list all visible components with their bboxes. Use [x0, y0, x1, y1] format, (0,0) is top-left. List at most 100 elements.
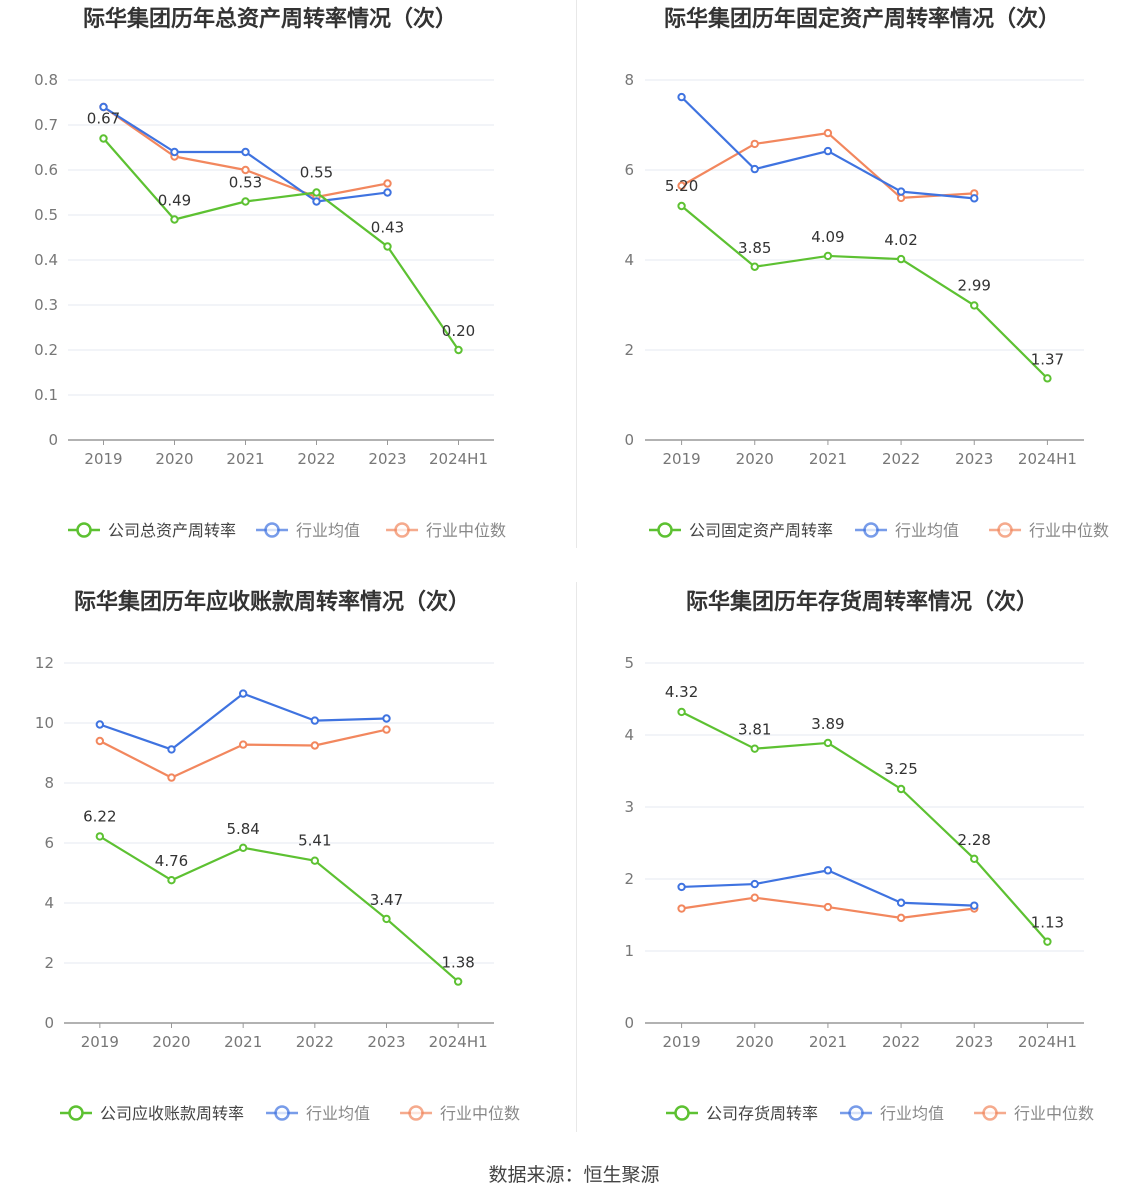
legend-label-company: 公司总资产周转率 — [108, 521, 236, 540]
x-tick-label: 2019 — [81, 1033, 119, 1051]
legend-marker-company — [657, 522, 673, 538]
data-point-median — [750, 893, 759, 902]
x-tick-label: 2020 — [155, 450, 193, 468]
data-label: 4.76 — [155, 852, 188, 870]
y-tick-label: 0.8 — [34, 71, 58, 89]
legend-marker-avg — [274, 1105, 290, 1121]
data-label: 0.43 — [371, 219, 404, 237]
data-label: 2.99 — [958, 276, 991, 294]
legend-item-median: 行业中位数 — [989, 521, 1109, 540]
x-tick-label: 2024H1 — [429, 450, 488, 468]
data-point-company — [677, 707, 686, 717]
data-point-company — [241, 197, 250, 206]
series-line-median — [681, 132, 975, 199]
data-point-company — [750, 262, 759, 271]
chart-svg-receivables-turnover: 际华集团历年应收账款周转率情况（次） 0 2 4 6 8 10 12 2019 2020 2021 2… — [35, 589, 520, 1123]
chart-title: 际华集团历年总资产周转率情况（次） — [83, 6, 457, 32]
data-point-company — [823, 251, 833, 261]
legend-item-avg: 行业均值 — [840, 1104, 944, 1123]
data-point-avg — [382, 714, 391, 723]
x-tick-label: 2021 — [809, 1033, 847, 1051]
legend-item-company: 公司总资产周转率 — [68, 521, 236, 540]
legend-item-avg: 行业均值 — [256, 521, 360, 540]
data-point-median — [167, 773, 176, 782]
legend-marker-company — [68, 1105, 84, 1121]
data-point-company — [95, 832, 105, 841]
data-point-company — [453, 977, 463, 986]
data-point-avg — [896, 898, 906, 907]
y-tick-label: 0 — [44, 1014, 54, 1032]
legend-marker-avg — [863, 522, 879, 538]
y-tick-label: 0.1 — [34, 386, 58, 404]
data-label: 1.38 — [441, 954, 474, 972]
legend-label-median: 行业中位数 — [1014, 1104, 1094, 1123]
x-tick-label: 2022 — [882, 1033, 920, 1051]
data-point-avg — [896, 187, 906, 196]
x-tick-label: 2024H1 — [429, 1033, 488, 1051]
legend-label-avg: 行业均值 — [296, 521, 360, 540]
y-tick-label: 2 — [44, 954, 54, 972]
series-line-company — [681, 710, 1049, 943]
x-tick-label: 2021 — [809, 450, 847, 468]
series-line-company — [680, 205, 1049, 380]
legend-item-company: 公司固定资产周转率 — [649, 521, 833, 540]
chart-title: 际华集团历年存货周转率情况（次） — [686, 589, 1038, 615]
data-point-company — [750, 744, 759, 753]
y-tick-label: 8 — [624, 71, 634, 89]
data-point-avg — [677, 92, 686, 102]
legend-marker-median — [408, 1105, 424, 1121]
data-point-avg — [241, 147, 250, 157]
data-point-company — [238, 843, 248, 852]
data-point-avg — [167, 745, 176, 754]
data-label: 1.13 — [1031, 914, 1064, 932]
legend-item-avg: 行业均值 — [855, 521, 959, 540]
legend-label-median: 行业中位数 — [426, 521, 506, 540]
data-point-avg — [677, 882, 686, 892]
data-label: 0.20 — [442, 322, 475, 340]
data-point-avg — [823, 146, 833, 156]
x-tick-label: 2022 — [297, 450, 335, 468]
x-tick-label: 2023 — [955, 1033, 993, 1051]
data-label: 4.09 — [811, 228, 844, 246]
y-tick-label: 4 — [624, 726, 634, 744]
data-point-company — [310, 856, 320, 865]
data-label: 4.02 — [884, 231, 917, 249]
data-point-avg — [750, 879, 759, 889]
x-tick-label: 2023 — [955, 450, 993, 468]
y-tick-label: 4 — [624, 251, 634, 269]
legend-label-median: 行业中位数 — [1029, 521, 1109, 540]
y-tick-label: 2 — [624, 341, 634, 359]
chart-svg-inventory-turnover: 际华集团历年存货周转率情况（次） 0 1 2 3 4 5 2019 2020 2021 2022 20… — [624, 589, 1094, 1123]
data-point-median — [677, 181, 686, 190]
y-tick-label: 8 — [44, 774, 54, 792]
data-point-company — [454, 345, 463, 355]
legend-marker-avg — [264, 522, 280, 538]
data-point-company — [382, 914, 391, 924]
y-tick-label: 6 — [624, 161, 634, 179]
data-point-median — [310, 741, 320, 750]
data-point-avg — [170, 147, 179, 157]
chart-title: 际华集团历年固定资产周转率情况（次） — [664, 6, 1060, 32]
y-tick-label: 0.7 — [34, 116, 58, 134]
chart-svg-fixed-asset-turnover: 际华集团历年固定资产周转率情况（次） 0 2 4 6 8 2019 2020 2021 2022 2… — [624, 6, 1109, 540]
data-point-company — [170, 215, 179, 224]
legend-label-avg: 行业均值 — [880, 1104, 944, 1123]
data-label: 0.67 — [87, 110, 120, 128]
chart-panel-fixed-asset-turnover: 际华集团历年固定资产周转率情况（次） 0 2 4 6 8 2019 2020 2021 2022 2… — [574, 0, 1148, 582]
data-point-company — [167, 876, 176, 885]
data-point-company — [896, 784, 906, 794]
data-point-median — [750, 139, 759, 149]
data-label: 3.81 — [738, 721, 771, 739]
y-tick-label: 0.4 — [34, 251, 58, 269]
data-point-company — [970, 854, 979, 864]
legend-item-median: 行业中位数 — [974, 1104, 1094, 1123]
chart-panel-receivables-turnover: 际华集团历年应收账款周转率情况（次） 0 2 4 6 8 10 12 2019 2020 2021 2… — [0, 582, 574, 1164]
x-tick-label: 2019 — [662, 1033, 700, 1051]
data-point-median — [823, 128, 833, 138]
legend-item-median: 行业中位数 — [386, 521, 506, 540]
x-tick-label: 2019 — [84, 450, 122, 468]
x-tick-label: 2024H1 — [1018, 1033, 1077, 1051]
data-label: 0.55 — [300, 164, 333, 182]
legend-marker-avg — [848, 1105, 864, 1121]
data-point-avg — [310, 716, 320, 725]
